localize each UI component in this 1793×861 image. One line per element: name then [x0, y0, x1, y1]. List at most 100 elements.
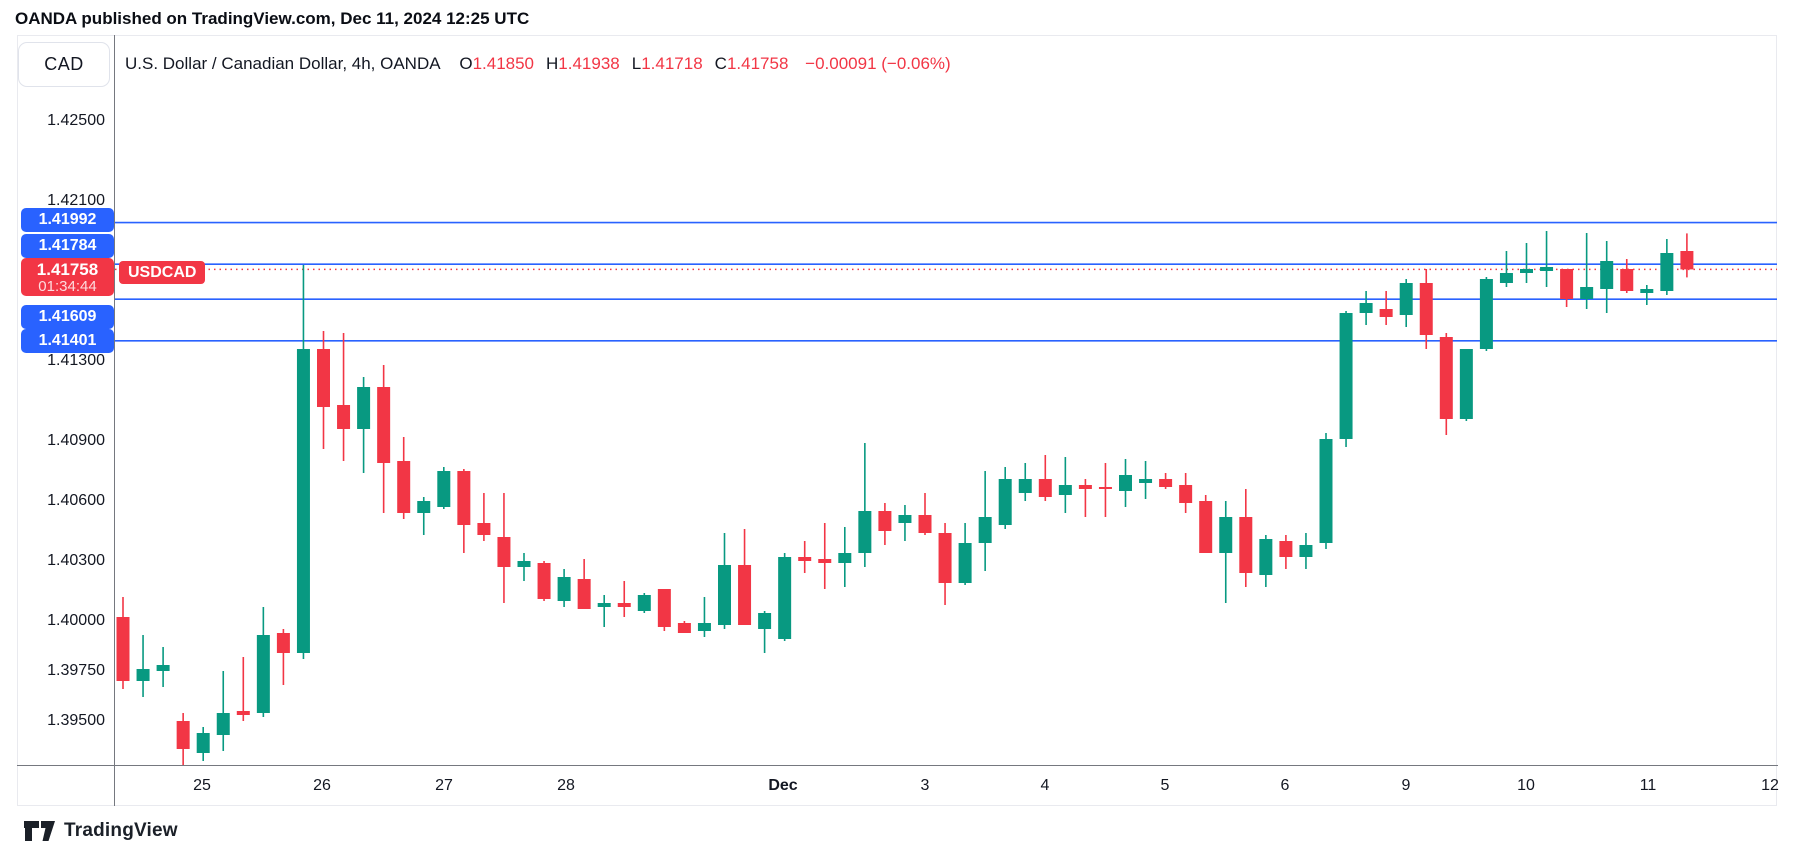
candle[interactable] [417, 497, 431, 535]
candle[interactable] [1058, 457, 1072, 513]
candle[interactable] [477, 493, 491, 541]
candle[interactable] [1139, 461, 1153, 499]
price-scale-label: 1.42500 [47, 112, 105, 129]
time-scale-label: 11 [1639, 777, 1657, 794]
tradingview-footer[interactable]: TradingView [24, 820, 178, 842]
candle[interactable] [858, 443, 872, 567]
candle[interactable] [377, 365, 391, 513]
candle[interactable] [778, 553, 792, 641]
candle[interactable] [878, 503, 892, 545]
candle[interactable] [1479, 277, 1493, 351]
candle[interactable] [1199, 495, 1213, 553]
candle[interactable] [597, 595, 611, 627]
candle[interactable] [176, 713, 190, 765]
candle[interactable] [1580, 233, 1594, 309]
candle[interactable] [1399, 279, 1413, 327]
price-scale-label: 1.39500 [47, 712, 105, 729]
candle[interactable] [537, 561, 551, 601]
candle[interactable] [1540, 231, 1554, 287]
candle[interactable] [1078, 479, 1092, 517]
candle[interactable] [337, 333, 351, 461]
candle[interactable] [1259, 535, 1273, 587]
candle[interactable] [256, 607, 270, 717]
candle[interactable] [1239, 489, 1253, 587]
candle[interactable] [1319, 433, 1333, 549]
candle[interactable] [497, 493, 511, 603]
candle[interactable] [1339, 311, 1353, 447]
candle[interactable] [1419, 269, 1433, 349]
price-level-badge: 1.41401 [21, 329, 114, 353]
candle[interactable] [617, 581, 631, 617]
candle[interactable] [1179, 473, 1193, 513]
candle[interactable] [898, 505, 912, 541]
candle[interactable] [798, 541, 812, 573]
candle[interactable] [156, 647, 170, 687]
candle[interactable] [998, 467, 1012, 529]
symbol-box[interactable]: CAD [18, 42, 110, 87]
candle[interactable] [1279, 535, 1293, 569]
candle[interactable] [216, 671, 230, 751]
price-axis-line [114, 35, 115, 806]
chart-widget-frame [17, 35, 1777, 806]
candle[interactable] [1520, 243, 1533, 283]
candle[interactable] [637, 593, 651, 613]
candle[interactable] [577, 559, 591, 609]
candle[interactable] [978, 471, 992, 571]
candle[interactable] [1219, 501, 1233, 603]
candle[interactable] [1098, 463, 1112, 517]
candle[interactable] [677, 621, 691, 633]
candle[interactable] [657, 589, 671, 631]
candle[interactable] [1499, 251, 1513, 287]
price-scale-label: 1.40000 [47, 612, 105, 629]
candle[interactable] [1018, 463, 1032, 501]
candle[interactable] [196, 727, 210, 761]
candle[interactable] [317, 331, 330, 449]
price-scale-label: 1.41300 [47, 352, 105, 369]
candle[interactable] [758, 611, 772, 653]
candle[interactable] [357, 377, 371, 473]
candle[interactable] [236, 657, 250, 721]
candlestick-chart-pane[interactable] [115, 36, 1777, 765]
candle[interactable] [958, 523, 972, 585]
candle[interactable] [116, 597, 130, 689]
candle[interactable] [1379, 291, 1393, 325]
last-price-symbol-tag: USDCAD [119, 261, 206, 284]
candle[interactable] [136, 635, 150, 697]
candle[interactable] [1119, 459, 1132, 507]
candle[interactable] [397, 437, 411, 519]
candle[interactable] [517, 553, 531, 581]
time-scale-label: 12 [1761, 777, 1779, 794]
attribution-text: OANDA published on TradingView.com, Dec … [15, 9, 530, 28]
candle[interactable] [1459, 349, 1473, 421]
candle[interactable] [437, 467, 451, 509]
candle[interactable] [557, 569, 571, 607]
candle[interactable] [457, 469, 471, 553]
candle[interactable] [1359, 291, 1373, 325]
candle[interactable] [697, 597, 711, 637]
time-scale-label: 6 [1280, 777, 1290, 794]
candle[interactable] [1680, 233, 1694, 278]
candle[interactable] [718, 533, 731, 629]
candle[interactable] [1640, 285, 1654, 305]
tradingview-logo-icon [24, 821, 55, 841]
candle[interactable] [938, 523, 952, 605]
candle[interactable] [1600, 241, 1614, 313]
price-scale-label: 1.40300 [47, 552, 105, 569]
candle[interactable] [818, 523, 832, 589]
candle[interactable] [838, 527, 852, 587]
candle[interactable] [1299, 533, 1313, 569]
candle[interactable] [296, 265, 310, 659]
price-scale-label: 1.42100 [47, 192, 105, 209]
candle[interactable] [276, 629, 290, 685]
candle[interactable] [1159, 473, 1173, 489]
candle[interactable] [1560, 269, 1574, 307]
candle[interactable] [1620, 259, 1634, 293]
candle[interactable] [918, 493, 932, 535]
last-price-value: 1.41758 [36, 259, 99, 279]
candle[interactable] [1660, 239, 1674, 295]
candle[interactable] [1038, 455, 1052, 501]
price-scale-label: 1.39750 [47, 662, 105, 679]
candle[interactable] [738, 529, 752, 625]
candle[interactable] [1439, 333, 1453, 435]
